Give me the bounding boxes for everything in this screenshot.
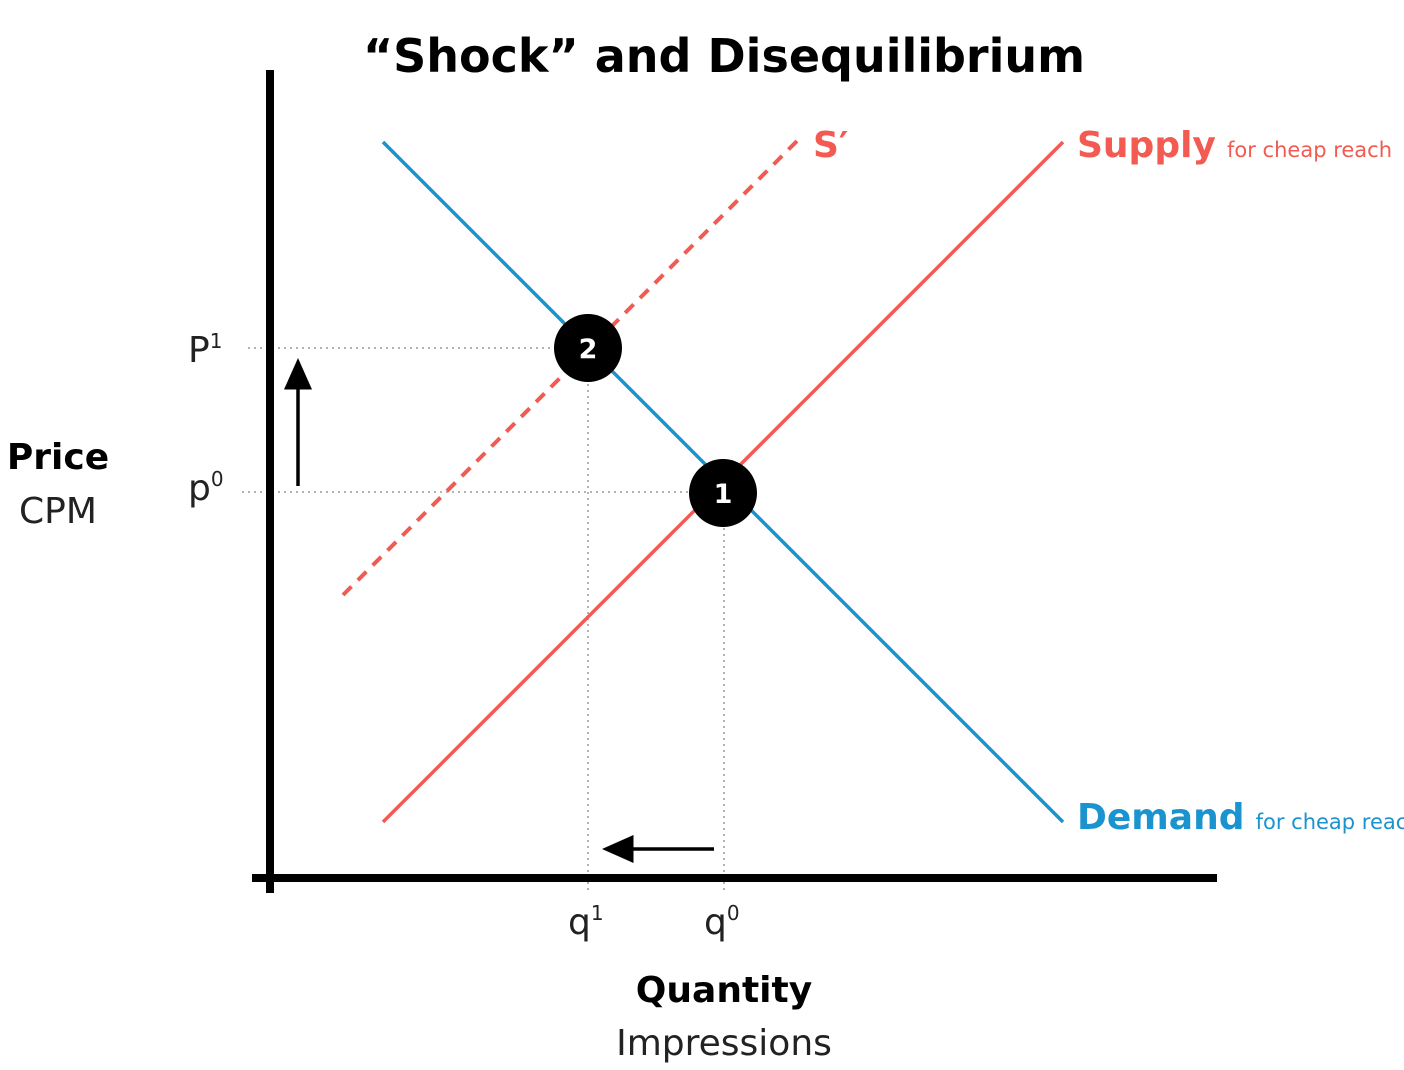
tick-p0: p0 bbox=[188, 467, 224, 509]
equilibrium-point-1: 1 bbox=[689, 459, 757, 527]
demand-note: for cheap reach bbox=[1256, 810, 1404, 834]
shifted-supply-label: S′ bbox=[813, 125, 848, 166]
x-axis-label: Quantity bbox=[636, 970, 812, 1011]
point-label-2: 2 bbox=[579, 334, 598, 365]
tick-p1: P1 bbox=[188, 329, 222, 371]
demand-label-group: Demand for cheap reach bbox=[1077, 797, 1404, 838]
y-axis-sublabel: CPM bbox=[19, 491, 97, 532]
y-axis-label: Price bbox=[7, 437, 109, 478]
demand-label: Demand bbox=[1077, 797, 1245, 838]
point-label-1: 1 bbox=[714, 479, 733, 510]
x-axis-sublabel: Impressions bbox=[616, 1023, 832, 1064]
tick-q1: q1 bbox=[568, 901, 604, 943]
tick-q0: q0 bbox=[704, 901, 740, 943]
chart-title: “Shock” and Disequilibrium bbox=[363, 29, 1085, 83]
supply-label-group: Supply for cheap reach bbox=[1077, 125, 1392, 166]
supply-note: for cheap reach bbox=[1227, 138, 1392, 162]
equilibrium-point-2: 2 bbox=[554, 314, 622, 382]
supply-label: Supply bbox=[1077, 125, 1216, 166]
